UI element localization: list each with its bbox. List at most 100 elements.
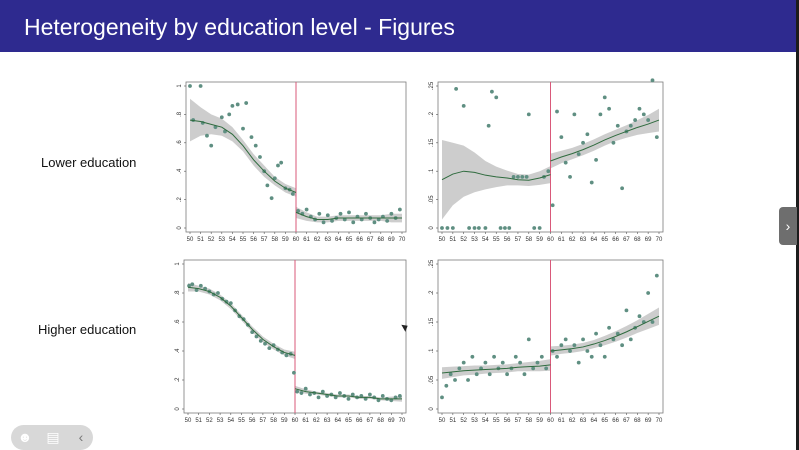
- data-point: [646, 291, 651, 295]
- x-tick-label: 55: [493, 418, 500, 424]
- x-tick-label: 67: [623, 418, 630, 424]
- data-point: [295, 389, 300, 394]
- x-tick-label: 60: [547, 237, 554, 243]
- data-point: [325, 213, 330, 218]
- chart-lower-education-right: 50 51 52 53 54 55 56 57 58 59 60 61 62 63 64 65 66 67 68 69…: [429, 78, 664, 243]
- y-tick-label: .1: [429, 348, 435, 354]
- x-tick-label: 70: [399, 418, 406, 424]
- data-point: [637, 106, 642, 111]
- x-tick-label: 56: [250, 237, 257, 243]
- data-point: [472, 226, 477, 230]
- data-point: [607, 106, 611, 111]
- data-point: [253, 143, 258, 148]
- next-slide-button[interactable]: ›: [779, 207, 797, 245]
- fit-line: [189, 119, 297, 193]
- x-tick-label: 61: [303, 237, 310, 243]
- x-tick-label: 63: [580, 418, 587, 424]
- data-point: [559, 135, 564, 140]
- fit-line: [187, 286, 296, 356]
- data-point: [654, 135, 659, 140]
- x-tick-label: 57: [515, 237, 522, 243]
- data-point: [474, 372, 479, 377]
- x-tick-label: 58: [525, 237, 532, 243]
- data-point: [628, 337, 633, 342]
- y-tick-label: .4: [175, 348, 181, 354]
- x-tick-label: 50: [187, 237, 194, 243]
- x-tick-label: 59: [536, 418, 543, 424]
- data-point: [470, 354, 475, 359]
- y-tick-label: .25: [429, 81, 435, 90]
- y-tick-label: .6: [175, 319, 181, 325]
- confidence-band: [550, 307, 659, 356]
- data-point: [330, 219, 334, 223]
- data-point: [654, 273, 659, 278]
- data-point: [486, 123, 491, 128]
- data-point: [376, 398, 381, 403]
- data-point: [490, 89, 494, 94]
- data-point: [254, 334, 259, 339]
- x-tick-label: 51: [197, 237, 204, 243]
- data-point: [620, 186, 625, 191]
- data-point: [650, 320, 655, 324]
- data-point: [563, 160, 568, 165]
- data-point: [209, 143, 214, 148]
- x-tick-label: 62: [569, 237, 576, 243]
- fit-line: [441, 364, 551, 374]
- y-tick-label: .2: [175, 377, 181, 383]
- data-point: [269, 196, 274, 201]
- plot-higher-right: 50 51 52 53 54 55 56 57 58 59 60 61 62 63 64 65 66 67 68 69…: [422, 254, 667, 429]
- y-tick-label: 0: [175, 407, 181, 411]
- x-tick-label: 65: [346, 237, 353, 243]
- data-point: [524, 174, 529, 179]
- x-tick-label: 63: [324, 237, 331, 243]
- y-tick-label: .6: [177, 140, 183, 146]
- x-tick-label: 65: [601, 418, 608, 424]
- data-point: [505, 372, 509, 377]
- data-point: [241, 126, 245, 131]
- x-tick-label: 65: [345, 418, 352, 424]
- data-point: [507, 226, 512, 230]
- data-point: [602, 354, 607, 359]
- data-point: [308, 392, 312, 397]
- x-tick-label: 50: [439, 237, 446, 243]
- data-point: [249, 135, 254, 140]
- data-point: [389, 211, 394, 216]
- data-point: [572, 343, 577, 348]
- x-tick-label: 68: [377, 237, 384, 243]
- data-point: [487, 372, 492, 377]
- data-point: [461, 103, 466, 108]
- chat-icon[interactable]: ▤: [46, 429, 60, 445]
- x-tick-label: 57: [515, 418, 522, 424]
- x-tick-label: 68: [634, 418, 641, 424]
- x-tick-label: 66: [356, 237, 363, 243]
- data-point: [303, 386, 308, 391]
- x-tick-label: 56: [249, 418, 256, 424]
- fit-line: [550, 315, 660, 352]
- data-point: [453, 378, 457, 382]
- y-tick-label: .2: [429, 111, 435, 117]
- data-point: [272, 176, 277, 181]
- data-point: [568, 349, 572, 353]
- data-point: [461, 360, 466, 365]
- x-tick-label: 64: [334, 418, 341, 424]
- chevron-right-icon: ›: [785, 218, 791, 234]
- fit-line: [295, 211, 402, 220]
- x-tick-label: 56: [504, 418, 511, 424]
- chevron-left-icon[interactable]: ‹: [78, 429, 84, 445]
- emoji-icon[interactable]: ☻: [17, 429, 33, 445]
- data-point: [531, 366, 536, 371]
- x-tick-label: 67: [367, 418, 374, 424]
- x-tick-label: 53: [471, 418, 478, 424]
- x-tick-label: 51: [195, 418, 202, 424]
- data-point: [338, 391, 342, 395]
- data-point: [304, 207, 309, 212]
- x-tick-label: 52: [206, 418, 213, 424]
- data-point: [607, 325, 611, 330]
- x-tick-label: 63: [324, 418, 331, 424]
- data-point: [563, 337, 568, 342]
- x-tick-label: 54: [482, 237, 489, 243]
- x-tick-label: 68: [377, 418, 384, 424]
- data-point: [338, 211, 343, 216]
- data-point: [585, 349, 590, 353]
- fit-line: [441, 170, 551, 181]
